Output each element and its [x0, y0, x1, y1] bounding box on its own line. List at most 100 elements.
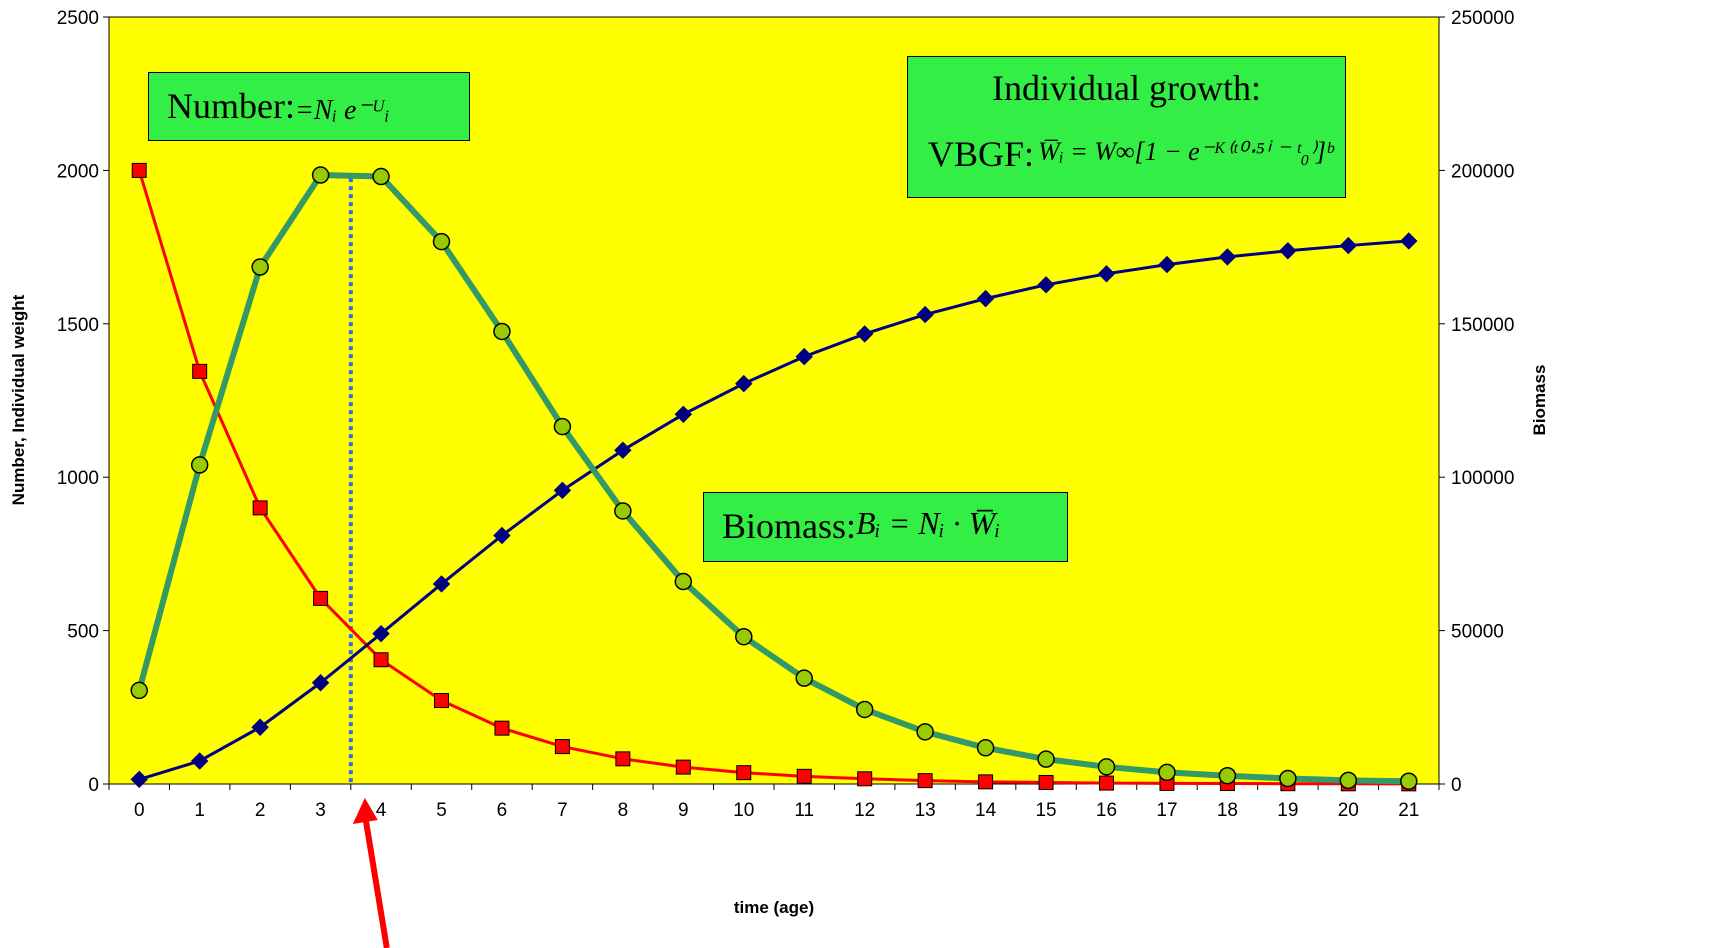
data-point-diamond	[916, 305, 934, 324]
data-point-square	[736, 765, 752, 781]
y-right-tick-label: 0	[1451, 775, 1462, 796]
data-point-circle	[916, 723, 934, 741]
data-point-circle	[432, 232, 451, 251]
series-line-2	[138, 239, 1409, 781]
data-point-circle	[976, 739, 995, 757]
data-point-circle	[674, 572, 693, 591]
data-point-diamond	[432, 575, 451, 593]
growth-formula-box: Individual growth: VBGF: W̅ᵢ = W∞[1 − e⁻…	[907, 56, 1346, 198]
x-tick-label: 10	[733, 800, 754, 821]
series-group	[130, 162, 1418, 792]
series-line-3	[136, 172, 1409, 785]
series-line-1	[137, 169, 1409, 786]
growth-title: Individual growth:	[992, 68, 1261, 108]
arrow-head	[352, 798, 378, 824]
biomass-label: Biomass:	[722, 506, 857, 546]
data-point-diamond	[855, 325, 874, 343]
data-point-diamond	[251, 718, 269, 736]
x-tick-label: 3	[315, 800, 326, 821]
data-point-square	[675, 759, 691, 775]
x-tick-label: 0	[134, 800, 145, 821]
y-right-tick-label: 50000	[1451, 622, 1504, 643]
data-point-diamond	[1400, 232, 1418, 250]
data-point-circle	[735, 627, 753, 646]
data-point-circle	[1400, 772, 1418, 790]
x-tick-label: 16	[1096, 800, 1117, 821]
data-point-diamond	[1158, 255, 1176, 274]
y-left-tick-label: 1500	[57, 315, 99, 336]
x-tick-label: 5	[436, 800, 447, 821]
data-point-square	[494, 720, 510, 736]
vbgf-formula: W̅ᵢ = W∞[1 − e⁻ᴷ⁽ᵗ⁰⋅⁵ⁱ ⁻ ᵗ₀⁾]ᵇ	[1038, 137, 1334, 166]
y-right-tick-label: 100000	[1451, 468, 1514, 489]
data-point-diamond	[976, 289, 995, 308]
x-tick-label: 13	[915, 800, 936, 821]
x-tick-label: 1	[194, 800, 205, 821]
data-point-diamond	[735, 374, 753, 393]
data-point-circle	[311, 166, 330, 184]
data-point-circle	[1339, 771, 1358, 790]
y-left-tick-label: 500	[67, 622, 99, 643]
data-point-circle	[855, 700, 874, 719]
data-point-square	[1038, 774, 1054, 790]
red-arrow	[352, 798, 390, 948]
x-tick-label: 19	[1277, 800, 1298, 821]
data-point-square	[192, 363, 208, 379]
x-tick-label: 11	[794, 800, 814, 821]
data-point-square	[978, 774, 994, 790]
y-left-tick-label: 2500	[57, 8, 99, 29]
data-point-circle	[1037, 750, 1055, 768]
data-point-diamond	[311, 674, 330, 692]
x-tick-label: 7	[557, 800, 568, 821]
data-point-square	[252, 500, 268, 516]
data-point-diamond	[674, 405, 693, 424]
data-point-diamond	[130, 770, 148, 789]
data-point-diamond	[1218, 248, 1237, 266]
x-tick-label: 14	[975, 800, 997, 821]
data-point-diamond	[553, 481, 572, 500]
data-point-circle	[372, 167, 390, 186]
y-left-tick-label: 1000	[57, 468, 99, 489]
data-point-square	[917, 773, 933, 789]
data-point-square	[1099, 775, 1114, 791]
data-point-diamond	[1279, 242, 1297, 260]
y-left-tick-label: 0	[88, 775, 99, 796]
data-point-square	[434, 693, 449, 709]
data-point-diamond	[190, 752, 209, 770]
data-point-circle	[251, 258, 269, 276]
x-tick-label: 12	[854, 800, 875, 821]
data-point-diamond	[372, 624, 390, 643]
x-tick-label: 20	[1338, 800, 1359, 821]
data-point-circle	[1158, 763, 1176, 782]
x-tick-label: 17	[1156, 800, 1177, 821]
data-point-square	[313, 590, 329, 606]
x-tick-label: 18	[1217, 800, 1238, 821]
data-point-circle	[614, 502, 632, 520]
data-point-circle	[1279, 769, 1297, 788]
y-right-tick-label: 150000	[1451, 315, 1514, 336]
data-point-circle	[190, 456, 209, 474]
x-tick-label: 8	[618, 800, 629, 821]
y-left-tick-label: 2000	[57, 161, 99, 182]
y-right-tick-label: 250000	[1451, 8, 1514, 29]
data-point-circle	[795, 669, 813, 687]
data-point-square	[554, 739, 570, 755]
y-left-axis-title: Number, Individual weight	[9, 294, 28, 505]
axes	[103, 16, 1445, 790]
data-point-square	[615, 751, 631, 767]
biomass-formula-box: Biomass: Bᵢ = Nᵢ · W̅ᵢ	[703, 492, 1068, 562]
data-point-square	[796, 768, 812, 784]
data-point-diamond	[795, 347, 813, 366]
data-point-diamond	[493, 526, 511, 545]
data-point-square	[373, 652, 389, 668]
arrow-shaft	[361, 813, 390, 948]
data-point-diamond	[1097, 265, 1116, 283]
x-tick-label: 4	[376, 800, 387, 821]
data-point-diamond	[1339, 236, 1358, 255]
x-axis-title: time (age)	[734, 898, 814, 917]
data-point-square	[857, 771, 873, 787]
data-point-diamond	[614, 441, 632, 459]
number-formula-box: Number: =Nᵢ e⁻ᵁᵢ	[148, 72, 470, 141]
y-right-axis-title: Biomass	[1530, 365, 1549, 436]
